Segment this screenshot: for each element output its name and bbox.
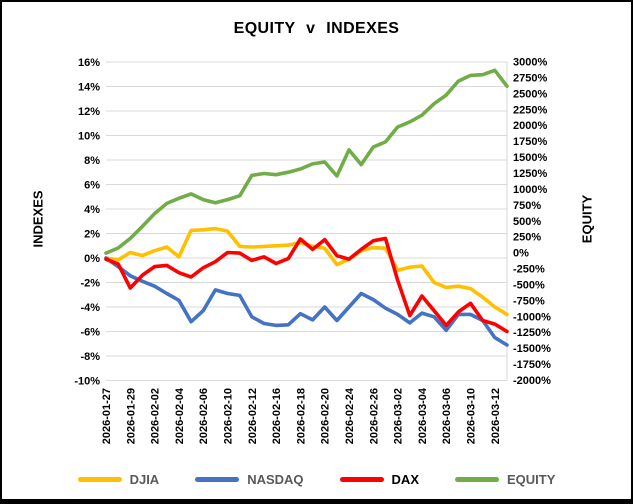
x-axis-tick: 2026-02-20 [320,388,332,444]
x-axis-tick: 2026-02-18 [295,388,307,444]
right-axis-tick: 2750% [513,72,547,84]
legend-swatch-djia [77,477,122,482]
left-axis-tick: 0% [84,253,100,265]
left-axis-tick: -4% [80,302,100,314]
x-axis-tick: 2026-02-06 [198,388,210,444]
legend-item-dax: DAX [339,472,419,487]
x-axis-tick: 2026-03-06 [441,388,453,444]
x-axis-tick: 2026-02-10 [223,388,235,444]
legend-item-nasdaq: NASDAQ [195,472,304,487]
right-axis-tick: 1500% [513,152,547,164]
series-line-equity [104,68,509,255]
left-axis-tick: 14% [78,82,100,94]
legend-swatch-equity [455,477,499,482]
series-line-djia [104,226,509,317]
right-axis-tick: -250% [513,264,545,276]
left-axis-tick: 4% [84,204,100,216]
legend-label-dax: DAX [391,472,419,487]
right-axis-tick: 0% [513,248,529,260]
left-axis-tick: 2% [84,229,100,241]
legend-swatch-nasdaq [195,477,240,482]
right-axis-tick: 2500% [513,88,547,100]
left-axis-tick: -10% [74,376,100,388]
x-axis-tick: 2026-03-02 [393,388,405,444]
right-axis-tick: 1750% [513,136,547,148]
x-axis-tick: 2026-03-04 [417,387,429,444]
legend-item-djia: DJIA [77,472,160,487]
right-axis-tick: -1750% [513,359,551,371]
right-axis-tick: -750% [513,295,545,307]
x-axis-tick: 2026-03-10 [466,388,478,444]
x-axis-tick: 2026-02-12 [247,388,259,444]
series-line-nasdaq [104,256,509,347]
chart-title: EQUITY v INDEXES [233,20,400,37]
x-axis-tick: 2026-01-29 [125,388,137,444]
left-axis-tick: -2% [80,278,100,290]
right-axis-tick: -1000% [513,311,551,323]
left-axis-tick: 16% [78,57,100,69]
left-axis-tick: -6% [80,327,100,339]
series-line-dax [104,236,509,334]
right-axis-tick: 1250% [513,168,547,180]
right-axis-tick: 250% [513,232,541,244]
right-axis-tick: -1500% [513,343,551,355]
x-axis-tick: 2026-02-02 [150,388,162,444]
x-axis-tick: 2026-01-27 [101,388,113,444]
legend-swatch-dax [339,477,384,482]
x-axis-tick: 2026-02-26 [368,388,380,444]
legend-item-equity: EQUITY [455,472,555,487]
x-axis-tick: 2026-02-16 [271,388,283,444]
legend-label-equity: EQUITY [507,472,556,487]
left-axis-tick: -8% [80,351,100,363]
right-axis-tick: -1250% [513,327,551,339]
left-axis-tick: 8% [84,155,100,167]
right-axis-tick: 2000% [513,120,547,132]
right-axis-tick: 3000% [513,57,547,69]
legend-label-djia: DJIA [129,472,160,487]
right-axis-tick: -500% [513,279,545,291]
right-axis-tick: 2250% [513,104,547,116]
left-axis-tick: 10% [78,131,100,143]
right-axis-tick: -2000% [513,375,551,387]
left-axis-tick: 6% [84,180,100,192]
x-axis-tick: 2026-02-24 [344,387,356,444]
right-axis-tick: 750% [513,200,541,212]
legend-label-nasdaq: NASDAQ [247,472,304,487]
right-axis-tick: 1000% [513,184,547,196]
x-axis-tick: 2026-02-04 [174,387,186,444]
left-axis-tick: 12% [78,106,100,118]
x-axis-tick: 2026-03-12 [490,388,502,444]
right-axis-tick: 500% [513,216,541,228]
chart-legend: DJIA NASDAQ DAX EQUITY [2,472,631,487]
